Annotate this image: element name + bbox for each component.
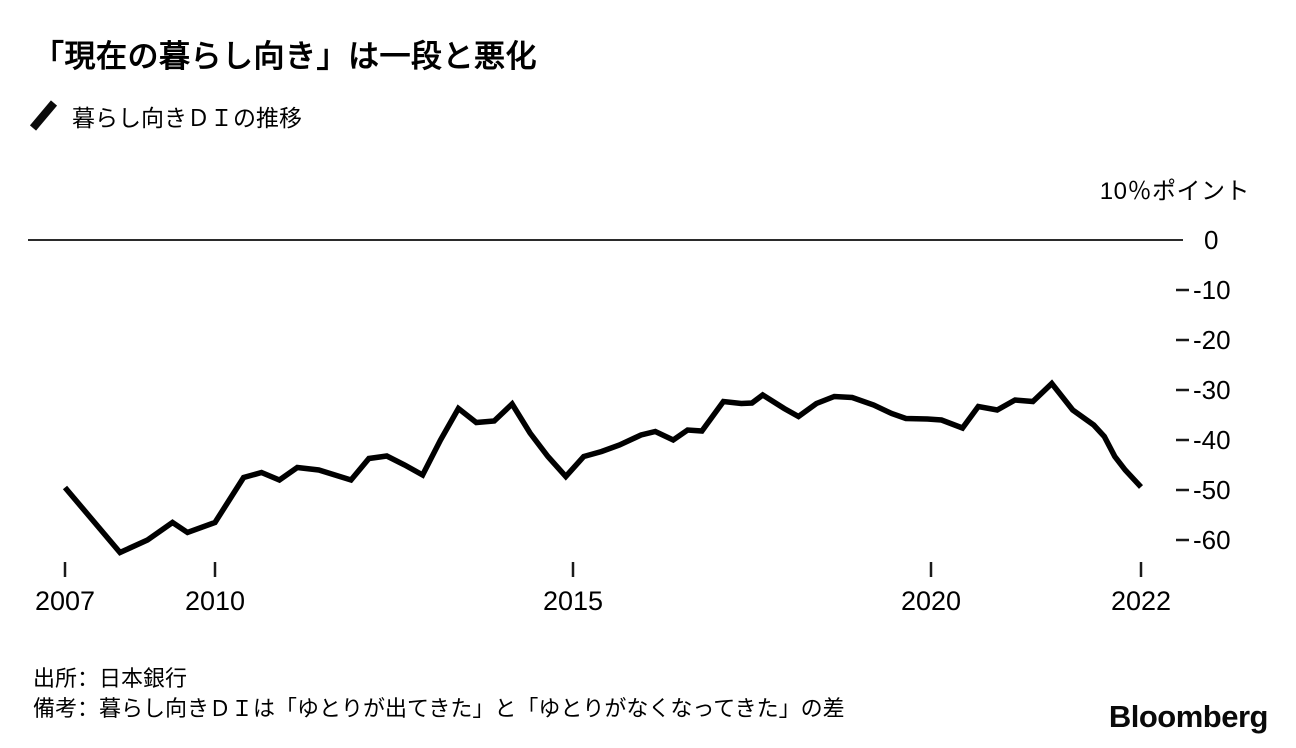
footnote: 備考：暮らし向きＤＩは「ゆとりが出てきた」と「ゆとりがなくなってきた」の差 [33, 696, 845, 721]
page-title: 「現在の暮らし向き」は一段と悪化 [33, 39, 537, 74]
line-chart: 0 -10 -20 -30 -40 -50 -60 2007 2010 2015 2020 2022 [28, 225, 1231, 616]
x-tick-label: 2022 [1111, 586, 1171, 616]
y-tick-label: -50 [1193, 475, 1231, 505]
y-tick-label: -60 [1193, 525, 1231, 555]
line-series-key-icon [29, 100, 58, 131]
y-axis-unit-label: 10％ポイント [1099, 178, 1250, 205]
x-tick-label: 2020 [901, 586, 961, 616]
y-tick-label: -20 [1193, 325, 1231, 355]
x-tick-label: 2015 [543, 586, 603, 616]
di-series-line [62, 379, 1144, 556]
source-note: 出所：日本銀行 [33, 666, 188, 691]
y-tick-label: -30 [1193, 375, 1231, 405]
x-tick-label: 2007 [35, 586, 95, 616]
y-tick-label: -10 [1193, 275, 1231, 305]
chart-legend: 暮らし向きＤＩの推移 [29, 99, 302, 133]
bloomberg-logo: Bloomberg [1108, 699, 1269, 734]
legend-series-label: 暮らし向きＤＩの推移 [72, 105, 302, 131]
y-tick-label: 0 [1204, 225, 1218, 255]
y-tick-label: -40 [1193, 425, 1231, 455]
x-tick-label: 2010 [185, 586, 245, 616]
